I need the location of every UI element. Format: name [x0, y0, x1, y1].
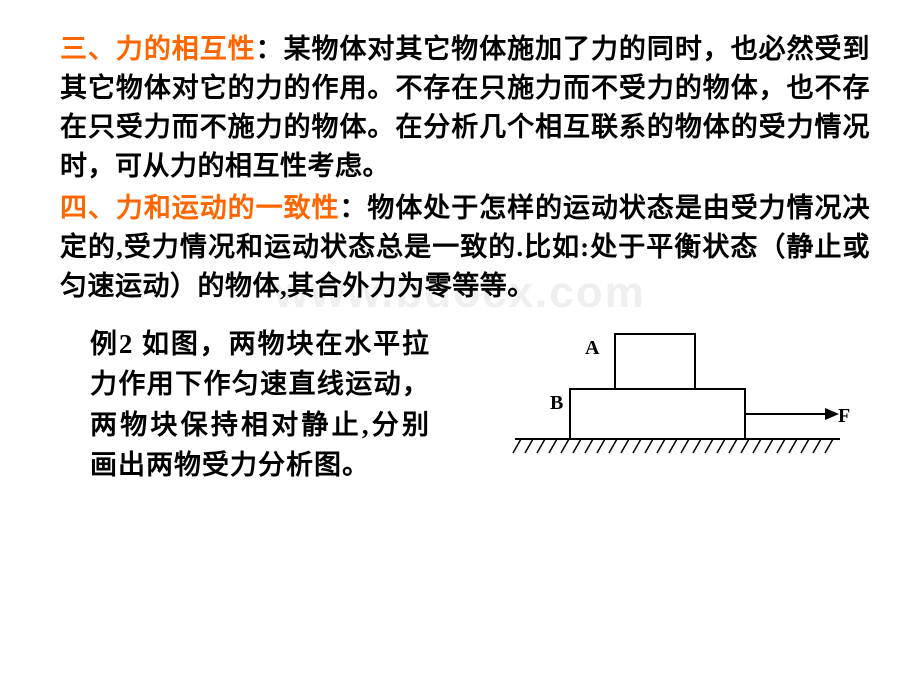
section-3: 三、力的相互性：某物体对其它物体施加了力的同时，也必然受到其它物体对它的力的作用… [60, 30, 870, 187]
example-2-text: 例2 如图，两物块在水平拉力作用下作匀速直线运动，两物块保持相对静止,分别画出两… [90, 324, 430, 486]
section-4: 四、力和运动的一致性：物体处于怎样的运动状态是由受力情况决定的,受力情况和运动状… [60, 189, 870, 306]
force-diagram: A B F [450, 324, 870, 524]
section-4-heading: 四、力和运动的一致性 [60, 193, 339, 223]
diagram-svg: A B F [450, 324, 870, 494]
svg-text:A: A [585, 337, 600, 359]
svg-text:B: B [550, 392, 563, 414]
svg-text:F: F [838, 405, 850, 427]
document-page: 三、力的相互性：某物体对其它物体施加了力的同时，也必然受到其它物体对它的力的作用… [0, 0, 920, 690]
example-row: 例2 如图，两物块在水平拉力作用下作匀速直线运动，两物块保持相对静止,分别画出两… [60, 324, 870, 524]
section-3-heading: 三、力的相互性 [60, 34, 256, 64]
